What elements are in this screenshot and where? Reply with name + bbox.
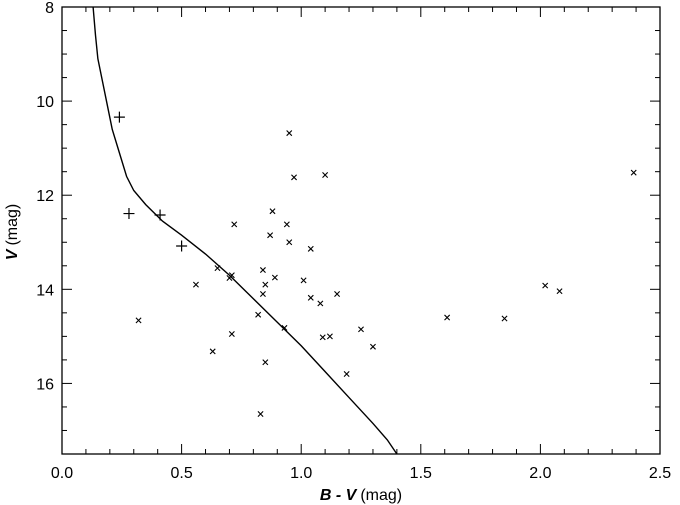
cross-point [267,232,274,239]
y-axis-label-unit: (mag) [4,204,21,246]
plot-area [92,6,637,455]
y-axis-label: V (mag) [4,204,21,260]
cross-point [358,326,364,333]
cross-point [343,371,350,377]
x-tick-label: 1.5 [410,465,432,482]
cross-point [231,221,238,228]
cross-point [283,221,290,228]
y-tick-label: 10 [36,94,54,111]
x-tick-label: 1.0 [290,465,312,482]
cross-point [307,294,314,301]
x-tick-label: 2.5 [649,465,671,482]
isochrone-line [92,6,398,455]
cross-point [542,282,549,289]
cross-point [271,274,278,281]
cross-point [135,317,142,324]
x-tick-label: 2.0 [529,465,551,482]
plus-point [123,208,135,220]
plot-frame [61,6,661,455]
plus-point [176,240,188,252]
x-axis-label: B - V (mag) [320,487,402,504]
cross-point [319,334,326,341]
y-tick-label: 8 [45,0,54,17]
cross-point [291,174,298,181]
cross-point [300,277,307,284]
cross-point [307,245,314,252]
y-axis-label-symbol: V [4,248,21,260]
cross-point [444,314,451,321]
cross-point [259,267,266,274]
cross-point [501,315,508,322]
x-tick-label: 0.5 [170,465,192,482]
cross-point [255,311,262,318]
cross-point [228,331,235,338]
y-tick-label: 12 [36,188,54,205]
cross-point [369,343,376,350]
y-tick-label: 16 [36,376,54,393]
cross-point [209,348,216,355]
cross-point [228,272,235,279]
cross-point [281,324,288,331]
plus-point [113,111,125,123]
cross-point [556,288,563,295]
cross-point [262,359,269,366]
cross-point [326,333,333,340]
x-axis-label-symbol: B - V [320,487,358,504]
x-tick-label: 0.0 [51,465,73,482]
cross-point [259,291,266,298]
cross-point [630,169,637,176]
cross-point [334,291,341,298]
cross-point [286,239,293,246]
y-tick-label: 14 [36,282,54,299]
cross-point [317,300,324,307]
cross-point [192,281,199,288]
axis-ticks [61,6,661,455]
x-axis-label-unit: (mag) [360,487,402,504]
cross-point [286,130,293,137]
cross-point [269,208,276,215]
cross-point [262,281,269,288]
cross-point [322,171,329,178]
cross-point [257,411,264,417]
